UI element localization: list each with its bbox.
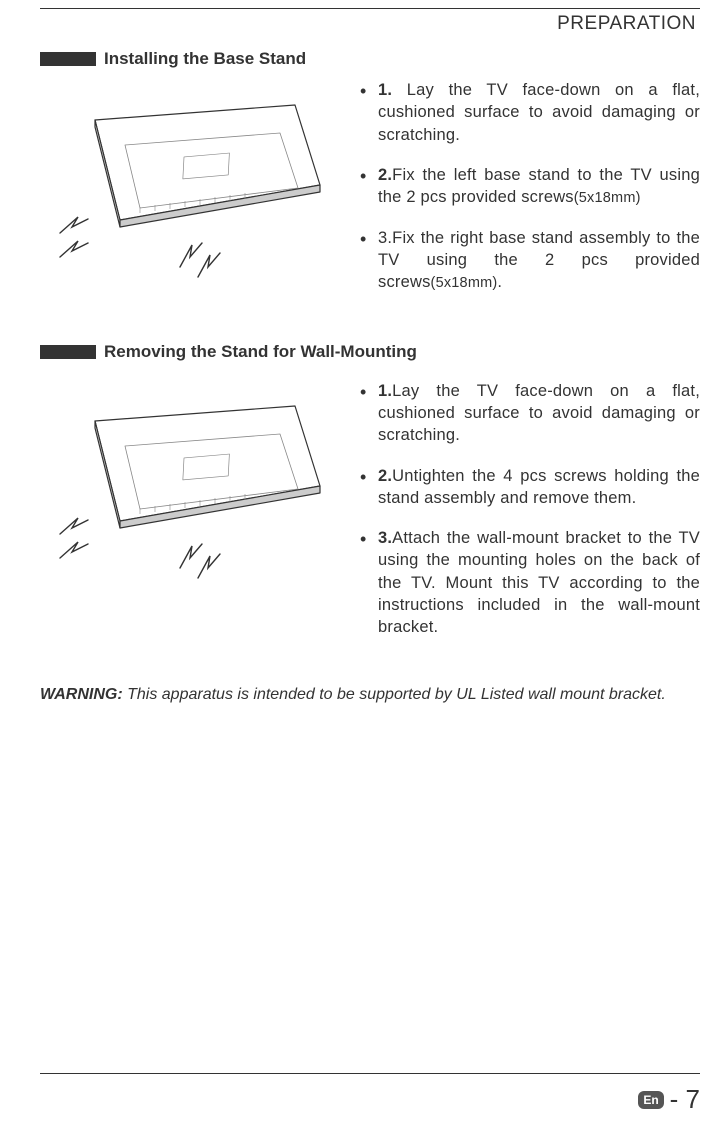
heading-bar-icon	[40, 52, 96, 66]
step-text: 3.Fix the right base stand assembly to t…	[378, 229, 700, 292]
step-number: 3.	[378, 529, 392, 547]
tv-remove-diagram	[40, 380, 340, 590]
screw-spec: (5x18mm)	[431, 275, 498, 291]
step-number: 2.	[378, 467, 392, 485]
page-footer: En - 7	[40, 1073, 700, 1115]
step-text: Lay the TV face-down on a flat, cushione…	[378, 81, 700, 144]
section1-title: Installing the Base Stand	[104, 49, 306, 69]
page-header: PREPARATION	[40, 13, 700, 35]
section2-title: Removing the Stand for Wall-Mounting	[104, 342, 417, 362]
step-text: Untighten the 4 pcs screws holding the s…	[378, 467, 700, 507]
step-text-after: .	[497, 273, 502, 291]
top-rule	[40, 8, 700, 9]
screw-spec: (5x18mm)	[574, 190, 641, 206]
section1-step-1: 1. Lay the TV face-down on a flat, cushi…	[356, 79, 700, 146]
section2-step-2: 2.Untighten the 4 pcs screws holding the…	[356, 465, 700, 510]
warning-label: WARNING:	[40, 686, 123, 703]
section1-heading: Installing the Base Stand	[40, 49, 700, 69]
step-number: 1.	[378, 81, 392, 99]
footer-rule	[40, 1073, 700, 1074]
section1-steps: 1. Lay the TV face-down on a flat, cushi…	[356, 79, 700, 312]
step-text: Lay the TV face-down on a flat, cushione…	[378, 382, 700, 445]
section2-body: 1.Lay the TV face-down on a flat, cushio…	[40, 380, 700, 657]
step-text: Attach the wall-mount bracket to the TV …	[378, 529, 700, 636]
step-text: Fix the left base stand to the TV using …	[378, 166, 700, 206]
section2-steps: 1.Lay the TV face-down on a flat, cushio…	[356, 380, 700, 657]
heading-bar-icon	[40, 345, 96, 359]
warning-body: This apparatus is intended to be support…	[123, 686, 666, 703]
section2-step-1: 1.Lay the TV face-down on a flat, cushio…	[356, 380, 700, 447]
tv-install-diagram	[40, 79, 340, 289]
section2-step-3: 3.Attach the wall-mount bracket to the T…	[356, 527, 700, 638]
section1-step-3: 3.Fix the right base stand assembly to t…	[356, 227, 700, 294]
step-number: 1.	[378, 382, 392, 400]
warning-text: WARNING: This apparatus is intended to b…	[40, 686, 700, 704]
section2-heading: Removing the Stand for Wall-Mounting	[40, 342, 700, 362]
section1-body: 1. Lay the TV face-down on a flat, cushi…	[40, 79, 700, 312]
page-number: - 7	[670, 1084, 700, 1115]
language-badge: En	[638, 1091, 663, 1109]
section1-step-2: 2.Fix the left base stand to the TV usin…	[356, 164, 700, 209]
step-number: 2.	[378, 166, 392, 184]
